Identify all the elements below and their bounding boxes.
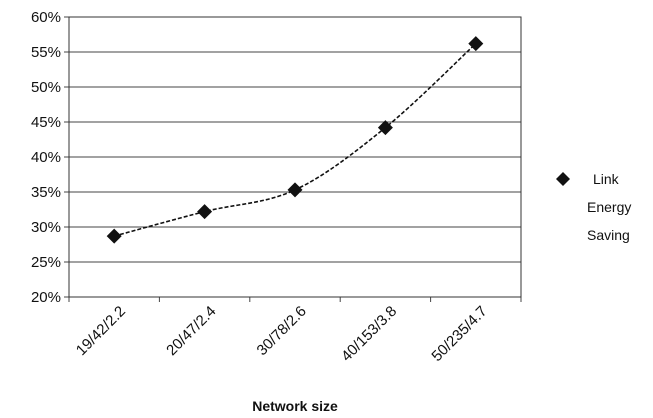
legend-label-line-2: Energy bbox=[587, 199, 631, 215]
data-point-marker bbox=[106, 228, 122, 244]
data-point-marker bbox=[287, 182, 303, 198]
gridlines bbox=[64, 16, 522, 302]
legend-label-line-1: Link bbox=[593, 171, 620, 187]
y-tick-label: 25% bbox=[31, 254, 61, 271]
x-tick-label: 20/47/2.4 bbox=[163, 303, 219, 359]
legend: Link Energy Saving bbox=[556, 171, 631, 243]
x-axis-tick-labels: 19/42/2.2 20/47/2.4 30/78/2.6 40/153/3.8 50/… bbox=[73, 303, 491, 365]
x-tick-label: 30/78/2.6 bbox=[254, 303, 310, 359]
y-tick-label: 55% bbox=[31, 44, 61, 61]
y-tick-label: 50% bbox=[31, 79, 61, 96]
y-tick-label: 45% bbox=[31, 114, 61, 131]
x-tick-label: 19/42/2.2 bbox=[73, 303, 129, 359]
data-point-marker bbox=[468, 36, 484, 52]
x-tick-label: 40/153/3.8 bbox=[338, 303, 400, 365]
y-tick-label: 60% bbox=[31, 9, 61, 26]
data-point-marker bbox=[377, 120, 393, 136]
series-line bbox=[113, 43, 477, 237]
y-tick-label: 30% bbox=[31, 219, 61, 236]
x-axis-label: Network size bbox=[252, 398, 338, 414]
data-point-marker bbox=[197, 204, 213, 220]
x-tick-label: 50/235/4.7 bbox=[428, 303, 490, 365]
y-tick-label: 35% bbox=[31, 184, 61, 201]
legend-marker-diamond bbox=[556, 172, 570, 186]
y-tick-label: 20% bbox=[31, 289, 61, 306]
plot-area-border bbox=[68, 16, 522, 298]
series-layer bbox=[106, 36, 484, 244]
legend-label-line-3: Saving bbox=[587, 227, 630, 243]
y-tick-label: 40% bbox=[31, 149, 61, 166]
y-axis-tick-labels: 20% 25% 30% 35% 40% 45% 50% 55% 60% bbox=[31, 9, 61, 306]
